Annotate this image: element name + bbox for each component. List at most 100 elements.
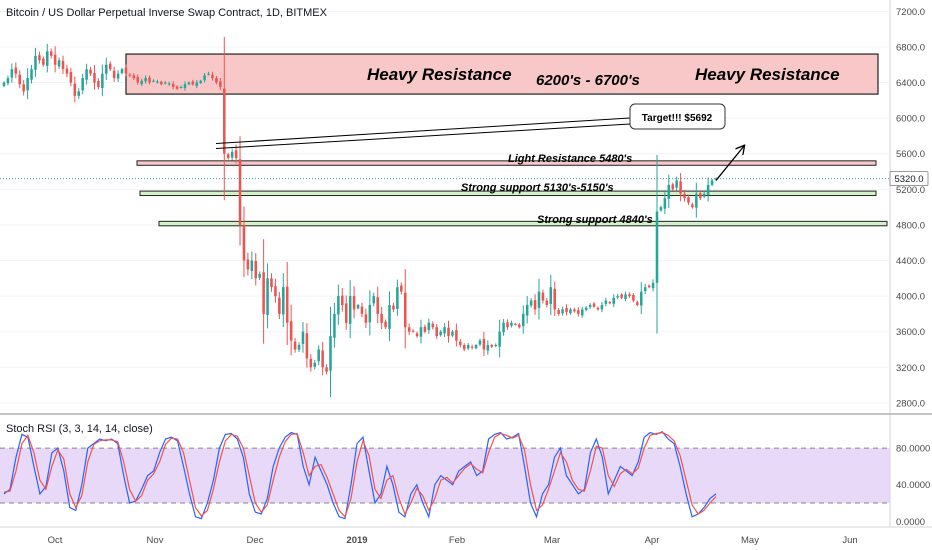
candle-body[interactable] (297, 345, 301, 350)
candle-body[interactable] (529, 300, 533, 306)
candle-body[interactable] (258, 273, 261, 278)
candle-body[interactable] (65, 68, 69, 74)
candle-body[interactable] (85, 69, 88, 80)
candle-body[interactable] (325, 367, 328, 372)
candle-body[interactable] (108, 63, 112, 70)
candle-body[interactable] (171, 83, 175, 87)
candle-body[interactable] (439, 331, 442, 336)
candle-body[interactable] (266, 278, 269, 315)
candle-body[interactable] (348, 296, 352, 324)
candle-body[interactable] (462, 345, 466, 350)
candle-body[interactable] (226, 154, 230, 159)
candle-body[interactable] (478, 340, 482, 345)
candle-body[interactable] (620, 294, 623, 298)
candle-body[interactable] (38, 55, 41, 61)
candle-body[interactable] (616, 296, 619, 298)
candle-body[interactable] (69, 72, 73, 83)
candle-body[interactable] (569, 309, 572, 314)
candle-body[interactable] (309, 358, 313, 368)
candle-body[interactable] (588, 304, 592, 308)
candle-body[interactable] (388, 304, 391, 329)
candle-body[interactable] (81, 78, 84, 91)
candle-body[interactable] (419, 327, 423, 337)
candle-body[interactable] (112, 70, 116, 79)
candle-body[interactable] (384, 321, 387, 328)
candle-body[interactable] (89, 69, 92, 74)
candle-body[interactable] (514, 323, 517, 325)
candle-body[interactable] (380, 313, 383, 323)
candle-body[interactable] (396, 287, 399, 309)
candle-body[interactable] (596, 307, 600, 310)
candle-body[interactable] (667, 184, 671, 199)
candle-body[interactable] (105, 64, 108, 74)
candle-body[interactable] (580, 309, 584, 316)
candle-body[interactable] (22, 84, 25, 92)
candle-body[interactable] (490, 345, 494, 347)
candle-body[interactable] (305, 333, 309, 359)
candle-body[interactable] (77, 91, 81, 96)
candle-body[interactable] (14, 67, 18, 74)
candle-body[interactable] (301, 331, 305, 344)
candle-body[interactable] (34, 55, 37, 70)
candle-body[interactable] (42, 58, 45, 65)
candle-body[interactable] (545, 300, 549, 305)
candle-body[interactable] (695, 193, 698, 208)
candle-body[interactable] (525, 304, 529, 316)
candle-body[interactable] (293, 341, 297, 350)
candle-body[interactable] (427, 322, 431, 331)
candle-body[interactable] (600, 304, 604, 310)
candle-body[interactable] (250, 260, 254, 272)
candle-body[interactable] (2, 82, 6, 87)
candle-body[interactable] (215, 78, 218, 83)
candle-body[interactable] (317, 349, 320, 362)
candle-body[interactable] (285, 286, 289, 323)
stoch-rsi-d-line[interactable] (3, 431, 717, 518)
candle-body[interactable] (498, 331, 501, 347)
candle-body[interactable] (282, 287, 285, 315)
candle-body[interactable] (356, 304, 360, 309)
candle-body[interactable] (175, 86, 179, 89)
candle-body[interactable] (254, 261, 258, 279)
candle-body[interactable] (234, 150, 238, 159)
candle-body[interactable] (643, 287, 647, 292)
candle-body[interactable] (502, 322, 505, 333)
candle-body[interactable] (120, 69, 124, 74)
candle-body[interactable] (474, 345, 478, 349)
candle-body[interactable] (376, 297, 379, 314)
stoch-rsi-k-line[interactable] (3, 430, 717, 520)
candle-body[interactable] (230, 151, 234, 158)
candle-body[interactable] (360, 306, 364, 314)
candle-body[interactable] (164, 82, 167, 84)
candle-body[interactable] (537, 291, 541, 308)
candle-body[interactable] (655, 211, 659, 283)
candle-body[interactable] (435, 327, 438, 337)
candle-body[interactable] (140, 80, 143, 85)
candle-body[interactable] (364, 314, 368, 323)
candle-body[interactable] (167, 83, 171, 85)
candle-body[interactable] (183, 84, 187, 89)
candle-body[interactable] (710, 180, 714, 185)
candle-body[interactable] (61, 60, 65, 70)
candle-body[interactable] (647, 285, 651, 288)
candle-body[interactable] (486, 345, 490, 351)
candle-body[interactable] (219, 81, 222, 87)
candle-body[interactable] (352, 296, 356, 310)
candle-body[interactable] (160, 81, 163, 85)
candle-body[interactable] (553, 288, 556, 310)
candle-body[interactable] (144, 78, 147, 82)
candle-body[interactable] (407, 327, 411, 332)
candle-body[interactable] (577, 310, 580, 314)
candle-body[interactable] (679, 181, 682, 194)
candle-body[interactable] (663, 198, 667, 209)
candle-body[interactable] (451, 331, 454, 336)
candle-body[interactable] (533, 300, 537, 310)
candle-body[interactable] (482, 338, 486, 350)
candle-body[interactable] (506, 322, 509, 328)
candle-body[interactable] (573, 309, 576, 312)
candle-body[interactable] (278, 297, 281, 314)
candle-body[interactable] (714, 178, 718, 180)
candle-body[interactable] (152, 80, 155, 82)
candle-body[interactable] (136, 77, 140, 83)
candle-body[interactable] (337, 296, 340, 315)
